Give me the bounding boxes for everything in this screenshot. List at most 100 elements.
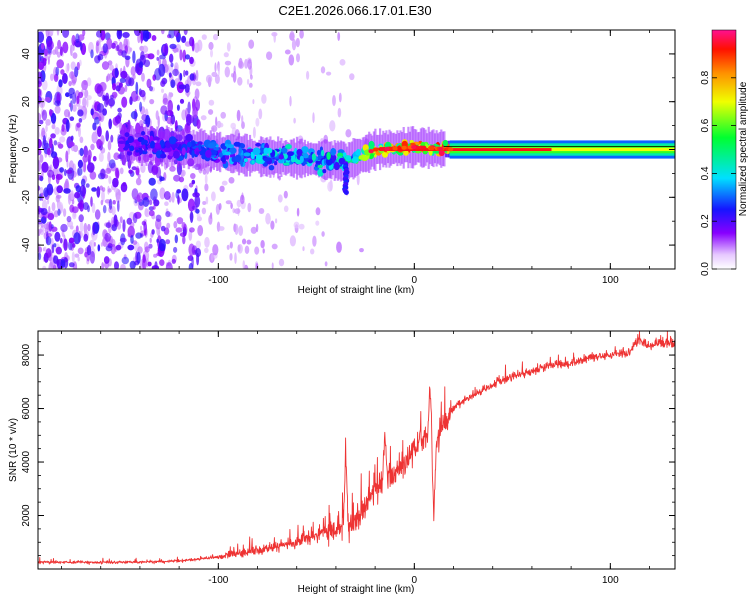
noise-blob	[56, 185, 63, 194]
noise-cell	[234, 224, 239, 235]
noise-blob	[102, 205, 107, 214]
noise-cell	[82, 161, 87, 173]
noise-blob	[59, 237, 63, 244]
noise-cell	[295, 37, 300, 48]
noise-cell	[71, 251, 75, 263]
noise-cell	[336, 241, 342, 253]
signal-cell	[278, 147, 282, 154]
noise-blob	[96, 30, 103, 38]
noise-blob	[49, 109, 53, 117]
noise-blob	[75, 33, 80, 43]
noise-blob	[78, 34, 85, 41]
noise-blob	[196, 119, 201, 130]
signal-cell	[238, 147, 242, 154]
noise-blob	[140, 31, 143, 44]
noise-cell	[224, 60, 232, 66]
noise-cell	[226, 42, 231, 52]
spectrogram-xlabel: Height of straight line (km)	[298, 285, 415, 296]
noise-cell	[54, 105, 61, 114]
noise-cell	[208, 214, 213, 225]
noise-blob	[78, 202, 83, 208]
noise-blob	[38, 138, 42, 149]
noise-cell	[315, 220, 320, 226]
noise-blob	[85, 183, 90, 188]
noise-cell	[105, 75, 109, 83]
noise-cell	[242, 238, 247, 245]
noise-blob	[160, 80, 166, 87]
noise-blob	[65, 92, 70, 98]
noise-blob	[108, 97, 116, 107]
noise-cell	[265, 213, 271, 225]
noise-blob	[195, 208, 200, 214]
noise-cell	[155, 110, 159, 121]
noise-blob	[148, 243, 153, 249]
noise-blob	[105, 222, 112, 229]
spectrogram-cells	[38, 30, 675, 269]
noise-cell	[86, 95, 92, 101]
noise-cell	[246, 78, 250, 85]
signal-cell	[126, 150, 133, 156]
noise-cell	[74, 253, 80, 258]
signal-cell	[186, 141, 192, 148]
noise-blob	[81, 80, 88, 91]
snr-plot-area	[38, 331, 675, 569]
noise-blob	[43, 48, 48, 57]
noise-blob	[169, 43, 177, 50]
noise-blob	[168, 72, 172, 78]
noise-blob	[136, 251, 141, 264]
noise-blob	[121, 50, 127, 58]
noise-cell	[250, 74, 253, 80]
noise-blob	[190, 173, 196, 179]
noise-cell	[91, 131, 98, 144]
noise-blob	[117, 200, 120, 212]
noise-cell	[159, 187, 166, 200]
signal-cell	[173, 150, 180, 159]
noise-cell	[120, 263, 126, 269]
noise-blob	[135, 81, 139, 95]
noise-cell	[211, 125, 218, 133]
signal-cell	[218, 152, 223, 158]
carrier-peak	[396, 146, 402, 150]
noise-cell	[107, 151, 111, 163]
noise-blob	[77, 109, 84, 117]
noise-blob	[38, 31, 45, 43]
noise-cell	[218, 203, 222, 211]
noise-blob	[106, 37, 113, 50]
noise-blob	[134, 63, 140, 74]
noise-blob	[96, 186, 101, 198]
noise-blob	[144, 246, 150, 253]
signal-cell	[301, 146, 309, 154]
noise-cell	[210, 253, 214, 261]
noise-cell	[205, 74, 213, 84]
carrier-peak	[429, 146, 435, 151]
noise-cell	[210, 49, 213, 58]
spectrogram-xtick-label: 0	[412, 275, 418, 286]
noise-blob	[77, 159, 83, 169]
noise-blob	[183, 223, 188, 236]
noise-blob	[38, 185, 41, 191]
noise-blob	[176, 189, 182, 194]
colorbar: 0.0 0.2 0.4 0.6 0.8 Normalized spectral ampl…	[700, 29, 749, 276]
noise-blob	[60, 223, 68, 233]
noise-blob	[182, 49, 187, 63]
noise-blob	[130, 111, 138, 120]
signal-cell	[355, 150, 361, 156]
noise-blob	[126, 217, 133, 225]
noise-cell	[205, 196, 209, 205]
signal-cell	[234, 154, 242, 163]
spectrogram-xtick-label: -100	[208, 275, 228, 286]
signal-cell	[154, 142, 161, 149]
noise-blob	[38, 88, 41, 98]
signal-cell	[278, 159, 284, 164]
noise-cell	[214, 74, 220, 84]
noise-cell	[65, 63, 70, 74]
noise-cell	[284, 49, 291, 55]
noise-blob	[91, 187, 97, 192]
noise-blob	[87, 162, 95, 173]
noise-cell	[224, 66, 230, 78]
noise-blob	[69, 93, 73, 99]
noise-cell	[339, 59, 346, 66]
noise-blob	[177, 195, 180, 205]
signal-cell	[221, 155, 226, 163]
signal-cell	[185, 133, 193, 142]
